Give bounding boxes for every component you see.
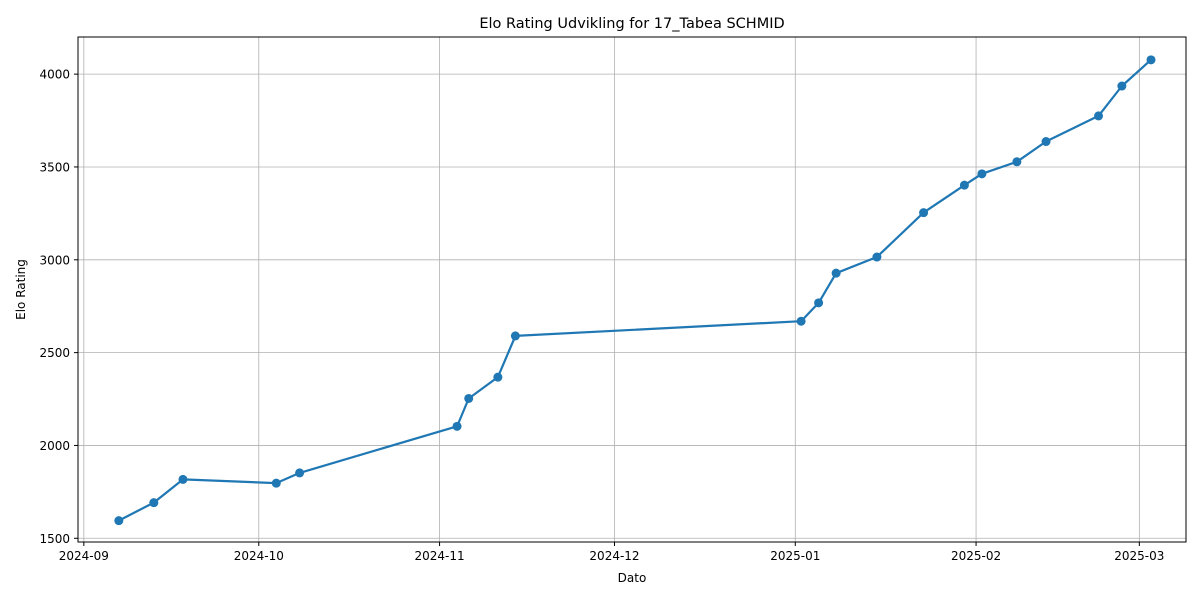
data-point [178, 474, 188, 484]
data-point [796, 316, 806, 326]
data-point [295, 468, 305, 478]
data-point [1146, 55, 1156, 65]
x-axis-title: Dato [618, 571, 647, 585]
data-point [959, 180, 969, 190]
data-point [464, 393, 474, 403]
y-tick-label: 4000 [39, 68, 70, 82]
y-tick-label: 3000 [39, 253, 70, 267]
x-tick-label: 2025-03 [1114, 549, 1164, 563]
data-point [1012, 157, 1022, 167]
x-tick-label: 2024-12 [589, 549, 639, 563]
y-tick-label: 2000 [39, 439, 70, 453]
y-tick-label: 3500 [39, 160, 70, 174]
series-line [118, 58, 1152, 522]
y-axis-title: Elo Rating [14, 259, 28, 320]
data-point [493, 372, 503, 382]
x-tick-label: 2024-09 [59, 549, 109, 563]
x-tick-label: 2024-11 [414, 549, 464, 563]
data-point [1041, 137, 1051, 147]
data-point [149, 498, 159, 508]
data-point [114, 516, 124, 526]
data-point [919, 208, 929, 218]
data-point [831, 268, 841, 278]
data-point [1117, 81, 1127, 91]
y-tick-label: 1500 [39, 532, 70, 546]
data-point [510, 331, 520, 341]
y-tick-label: 2500 [39, 346, 70, 360]
series-layer [114, 55, 1156, 526]
data-point [1094, 111, 1104, 121]
data-point [872, 252, 882, 262]
x-tick-label: 2024-10 [234, 549, 284, 563]
chart-title: Elo Rating Udvikling for 17_Tabea SCHMID [479, 16, 784, 32]
x-tick-label: 2025-01 [770, 549, 820, 563]
data-point [977, 169, 987, 179]
grid-lines [78, 37, 1186, 542]
data-point [271, 478, 281, 488]
data-point [814, 298, 824, 308]
data-point [452, 421, 462, 431]
axis-ticks: 2024-09 2024-10 2024-11 2024-12 2025-01 2025-… [39, 68, 1164, 563]
x-tick-label: 2025-02 [951, 549, 1001, 563]
plot-frame [77, 36, 1187, 543]
